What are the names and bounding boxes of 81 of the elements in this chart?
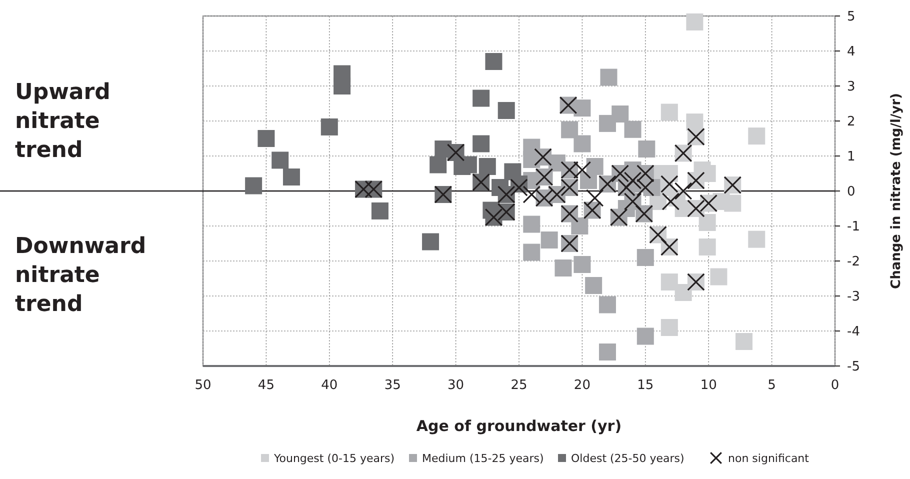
point: [710, 268, 728, 286]
x-tick-label: 25: [510, 378, 528, 393]
point: [574, 100, 591, 117]
point: [320, 118, 338, 136]
point: [638, 140, 656, 158]
point: [245, 177, 262, 194]
point: [510, 178, 528, 196]
point: [523, 244, 540, 261]
y-tick-label: -5: [847, 360, 860, 374]
point: [686, 13, 704, 30]
point: [660, 175, 678, 193]
y-tick-label: 5: [847, 10, 856, 24]
point: [698, 238, 716, 256]
point: [522, 186, 541, 204]
point: [478, 158, 496, 175]
point: [334, 65, 351, 82]
x-axis-title: Age of groundwater (yr): [416, 417, 622, 435]
x-tick-label: 35: [384, 378, 401, 393]
x-tick-label: 5: [768, 378, 776, 393]
legend-label: Oldest (25-50 years): [571, 452, 684, 465]
text: Downward nitrate trend: [15, 234, 146, 317]
x-tick-label: 0: [830, 378, 840, 393]
point: [598, 344, 616, 360]
point: [498, 102, 515, 119]
x-tick-label: 45: [258, 378, 274, 393]
point: [660, 104, 678, 121]
point: [698, 214, 716, 231]
y-tick-label: -1: [847, 220, 860, 234]
point: [523, 216, 540, 233]
point: [258, 130, 275, 147]
legend-label: Youngest (0-15 years): [273, 452, 395, 465]
point: [612, 106, 629, 122]
y-axis-title: Change in nitrate (mg/l/yr): [889, 93, 904, 289]
y-tick-label: 2: [847, 114, 856, 130]
y-tick-label: 4: [847, 44, 856, 60]
point: [586, 158, 604, 175]
text: Upward nitrate trend: [15, 80, 110, 163]
point: [674, 182, 692, 200]
y-tick-label: -3: [847, 290, 860, 304]
point: [660, 274, 678, 290]
point: [585, 277, 602, 294]
point: [660, 319, 678, 336]
legend-label: Medium (15-25 years): [422, 452, 544, 465]
point: [586, 189, 604, 207]
y-tick-label: -4: [847, 324, 860, 340]
point: [485, 53, 502, 70]
y-tick-label: 1: [847, 150, 856, 164]
point: [636, 249, 654, 266]
point: [554, 260, 572, 276]
point: [371, 202, 388, 220]
point: [561, 121, 578, 138]
y-tick-label: -2: [847, 254, 860, 270]
point: [571, 218, 588, 234]
x-tick-label: 30: [448, 378, 464, 393]
point: [472, 135, 490, 152]
point: [574, 256, 591, 273]
point: [600, 68, 618, 86]
x-tick-label: 50: [194, 378, 212, 393]
point: [430, 156, 447, 174]
x-tick-label: 10: [700, 378, 717, 393]
y-tick-label: 3: [847, 80, 856, 94]
point: [282, 168, 300, 186]
x-tick-label: 40: [321, 378, 338, 393]
point: [574, 135, 591, 152]
point: [598, 296, 616, 314]
y-tick-label: 0: [847, 184, 856, 200]
point: [662, 192, 680, 210]
x-tick-label: 20: [574, 378, 590, 393]
point: [624, 120, 642, 138]
point: [735, 333, 752, 350]
legend-label: non significant: [728, 452, 810, 465]
point: [636, 328, 654, 345]
point: [624, 172, 642, 190]
point: [748, 230, 766, 248]
point: [540, 232, 558, 248]
point: [748, 128, 766, 145]
point: [422, 233, 440, 250]
x-tick-label: 15: [637, 378, 654, 393]
point: [472, 90, 490, 107]
point: [724, 194, 742, 212]
point: [272, 152, 289, 169]
